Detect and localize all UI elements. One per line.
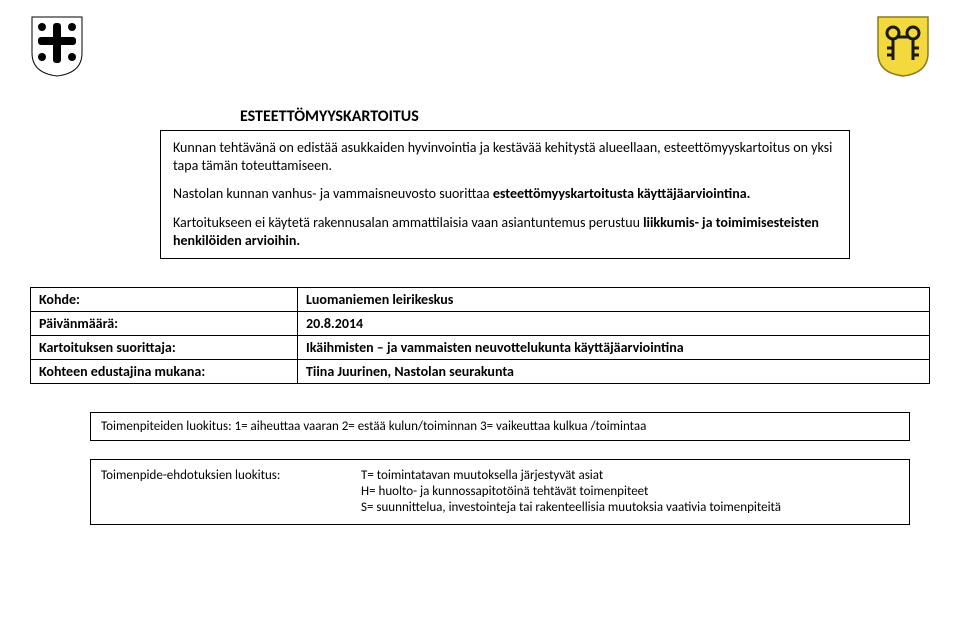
legend1-text: Toimenpiteiden luokitus: 1= aiheuttaa va… xyxy=(101,419,646,434)
cell-key: Päivänmäärä: xyxy=(31,311,298,335)
legend2-h: H= huolto- ja kunnossapitotöinä tehtävät… xyxy=(361,484,781,499)
intro-box: Kunnan tehtävänä on edistää asukkaiden h… xyxy=(160,130,850,259)
intro-paragraph-1: Kunnan tehtävänä on edistää asukkaiden h… xyxy=(173,139,837,175)
cell-value: 20.8.2014 xyxy=(298,311,930,335)
document-title: ESTEETTÖMYYSKARTOITUS xyxy=(240,107,419,126)
cell-key: Kartoituksen suorittaja: xyxy=(31,335,298,359)
table-row: Kartoituksen suorittaja: Ikäihmisten – j… xyxy=(31,335,930,359)
table-row: Kohteen edustajina mukana: Tiina Juurine… xyxy=(31,359,930,383)
title-block: ESTEETTÖMYYSKARTOITUS xyxy=(240,107,930,126)
intro-p2-bold1: esteettömyyskartoitusta xyxy=(493,185,634,202)
intro-p3-pre: Kartoitukseen ei käytetä rakennusalan am… xyxy=(173,214,643,231)
info-table: Kohde: Luomaniemen leirikeskus Päivänmää… xyxy=(30,287,930,384)
legend2-s: S= suunnittelua, investointeja tai raken… xyxy=(361,500,781,515)
legend-box-2: Toimenpide-ehdotuksien luokitus: T= toim… xyxy=(90,459,910,525)
legend2-values: T= toimintatavan muutoksella järjestyvät… xyxy=(361,468,781,516)
cell-value: Tiina Juurinen, Nastolan seurakunta xyxy=(298,359,930,383)
intro-paragraph-2: Nastolan kunnan vanhus- ja vammaisneuvos… xyxy=(173,185,837,203)
table-row: Kohde: Luomaniemen leirikeskus xyxy=(31,287,930,311)
legend2-label: Toimenpide-ehdotuksien luokitus: xyxy=(101,468,361,516)
cell-key: Kohde: xyxy=(31,287,298,311)
legend2-t: T= toimintatavan muutoksella järjestyvät… xyxy=(361,468,781,483)
shield-left-logo xyxy=(30,15,84,77)
cell-value: Ikäihmisten – ja vammaisten neuvotteluku… xyxy=(298,335,930,359)
shield-right-logo xyxy=(876,15,930,77)
intro-p2-bold2: käyttäjäarviointina. xyxy=(637,185,750,202)
intro-paragraph-3: Kartoitukseen ei käytetä rakennusalan am… xyxy=(173,214,837,250)
header-row xyxy=(30,15,930,77)
intro-p2-pre: Nastolan kunnan vanhus- ja vammaisneuvos… xyxy=(173,185,493,202)
legend-box-1: Toimenpiteiden luokitus: 1= aiheuttaa va… xyxy=(90,412,910,441)
table-row: Päivänmäärä: 20.8.2014 xyxy=(31,311,930,335)
cell-key: Kohteen edustajina mukana: xyxy=(31,359,298,383)
cell-value: Luomaniemen leirikeskus xyxy=(298,287,930,311)
